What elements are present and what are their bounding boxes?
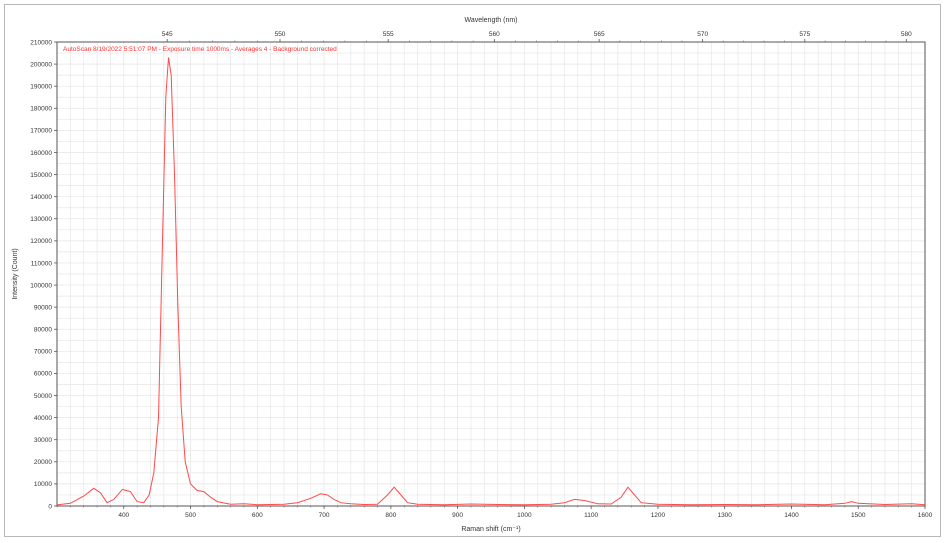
- x-tick-label: 800: [385, 512, 396, 519]
- raman-shift-axis-title: Raman shift (cm⁻¹): [461, 526, 520, 533]
- y-tick-label: 190000: [30, 83, 52, 90]
- y-tick-label: 130000: [30, 216, 52, 223]
- wavelength-axis-title: Wavelength (nm): [464, 17, 517, 24]
- x-tick-label: 600: [252, 512, 263, 519]
- grid-layer: [56, 41, 926, 507]
- x-tick-label: 1500: [851, 512, 866, 519]
- y-tick-label: 40000: [34, 415, 52, 422]
- intensity-axis-title: Intensity (Count): [12, 248, 19, 299]
- raman-spectrum-chart: 400 500 600 700 800 900 1000 1100 1200 1300 1400 15…: [12, 17, 933, 533]
- top-tick-label: 545: [162, 31, 173, 38]
- top-tick-label: 570: [697, 31, 708, 38]
- x-tick-label: 700: [319, 512, 330, 519]
- top-tick-label: 575: [799, 31, 810, 38]
- y-tick-label: 100000: [30, 282, 52, 289]
- x-tick-label: 1400: [784, 512, 799, 519]
- y-tick-label: 170000: [30, 128, 52, 135]
- spectrum-line: [56, 57, 926, 506]
- y-tick-label: 50000: [34, 393, 52, 400]
- x-tick-label: 900: [452, 512, 463, 519]
- y-tick-label: 60000: [34, 371, 52, 378]
- x-tick-label: 400: [118, 512, 129, 519]
- tick-label-layer: 400 500 600 700 800 900 1000 1100 1200 1300 1400 15…: [30, 31, 932, 519]
- y-tick-label: 160000: [30, 150, 52, 157]
- chart-frame: 400 500 600 700 800 900 1000 1100 1200 1300 1400 15…: [4, 4, 941, 537]
- top-tick-label: 580: [901, 31, 912, 38]
- x-tick-label: 1000: [517, 512, 532, 519]
- acquisition-annotation: AutoScan 8/19/2022 5:51:07 PM - Exposure…: [63, 46, 337, 53]
- y-tick-label: 200000: [30, 61, 52, 68]
- top-tick-label: 565: [594, 31, 605, 38]
- y-tick-label: 140000: [30, 194, 52, 201]
- y-tick-label: 30000: [34, 437, 52, 444]
- y-tick-label: 90000: [34, 304, 52, 311]
- y-tick-label: 70000: [34, 349, 52, 356]
- y-tick-label: 110000: [31, 260, 53, 267]
- y-tick-label: 20000: [34, 459, 52, 466]
- y-tick-label: 210000: [30, 39, 52, 46]
- y-tick-label: 80000: [34, 327, 52, 334]
- y-tick-label: 10000: [34, 481, 52, 488]
- x-tick-label: 1200: [651, 512, 666, 519]
- top-tick-label: 555: [383, 31, 394, 38]
- tick-layer: [54, 39, 926, 509]
- y-tick-label: 180000: [30, 106, 52, 113]
- y-tick-label: 120000: [30, 238, 52, 245]
- x-tick-label: 1100: [584, 512, 598, 519]
- x-tick-label: 500: [185, 512, 196, 519]
- x-tick-label: 1300: [717, 512, 732, 519]
- x-tick-label: 1600: [918, 512, 933, 519]
- top-tick-label: 550: [275, 31, 286, 38]
- plot-area-border: [56, 41, 926, 507]
- top-tick-label: 560: [489, 31, 500, 38]
- y-tick-label: 150000: [30, 172, 52, 179]
- y-tick-label: 0: [48, 503, 52, 510]
